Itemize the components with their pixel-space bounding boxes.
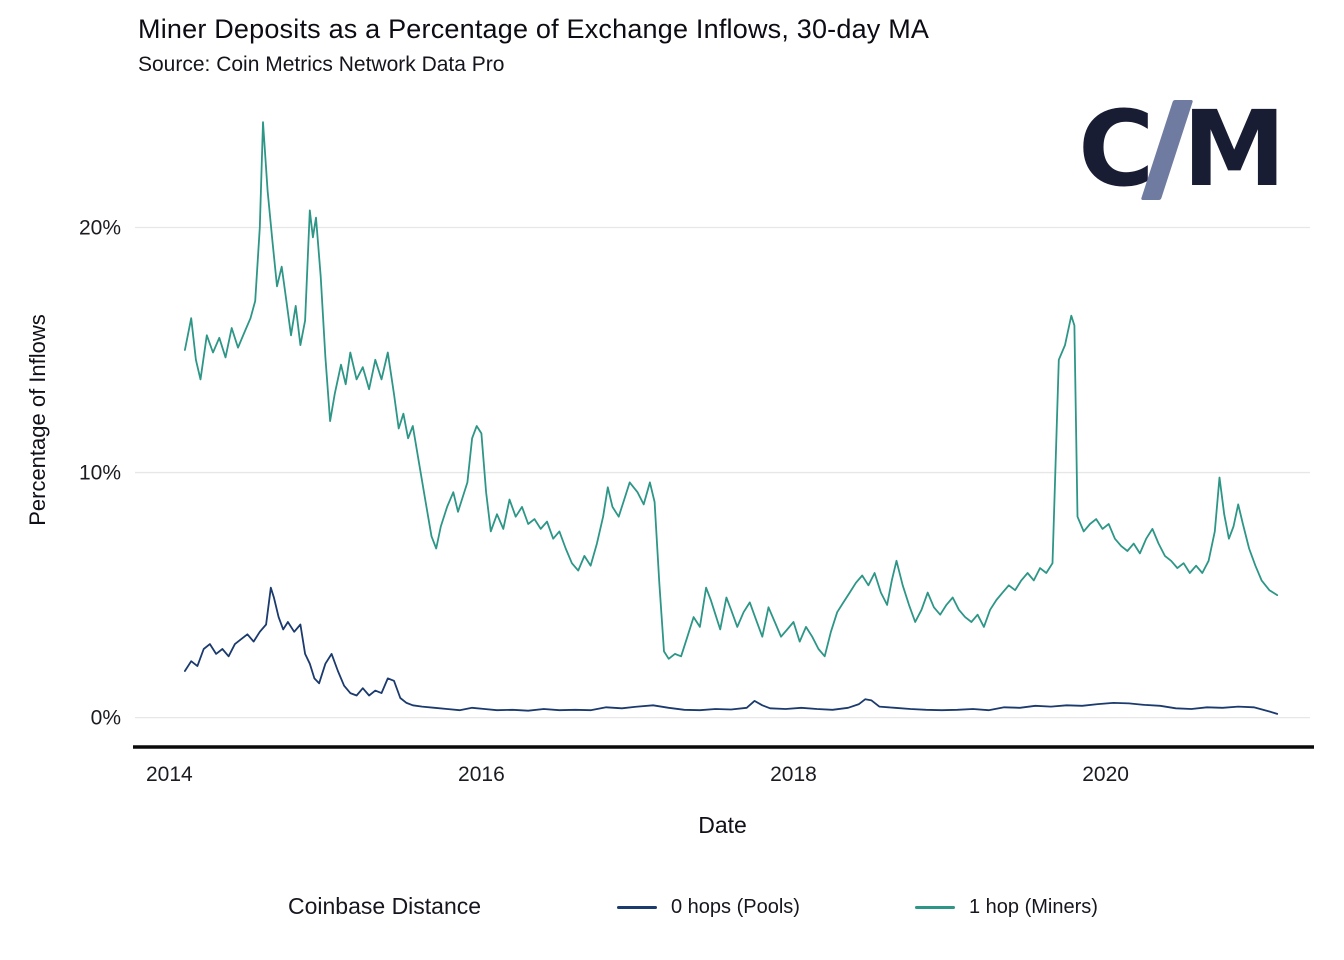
svg-text:2014: 2014 [146, 763, 193, 786]
coin-metrics-logo: C M [1078, 92, 1286, 207]
legend-swatch-pools [617, 905, 657, 909]
legend-item-0-hops: 0 hops (Pools) [617, 893, 800, 921]
svg-text:2016: 2016 [458, 763, 505, 786]
svg-text:0%: 0% [91, 707, 121, 730]
chart-subtitle: Source: Coin Metrics Network Data Pro [138, 53, 505, 76]
svg-text:2020: 2020 [1082, 763, 1129, 786]
x-axis-label: Date [698, 812, 747, 838]
legend-item-1-hop: 1 hop (Miners) [915, 893, 1098, 921]
logo-letter-c: C [1078, 88, 1155, 210]
legend-swatch-miners [915, 905, 955, 909]
svg-text:2018: 2018 [770, 763, 817, 786]
svg-text:20%: 20% [79, 217, 121, 240]
legend-label-pools: 0 hops (Pools) [671, 896, 800, 918]
legend-title: Coinbase Distance [288, 893, 482, 919]
svg-text:10%: 10% [79, 462, 121, 485]
chart-title: Miner Deposits as a Percentage of Exchan… [138, 14, 930, 44]
legend-label-miners: 1 hop (Miners) [969, 896, 1098, 918]
logo-letter-m: M [1182, 88, 1287, 210]
